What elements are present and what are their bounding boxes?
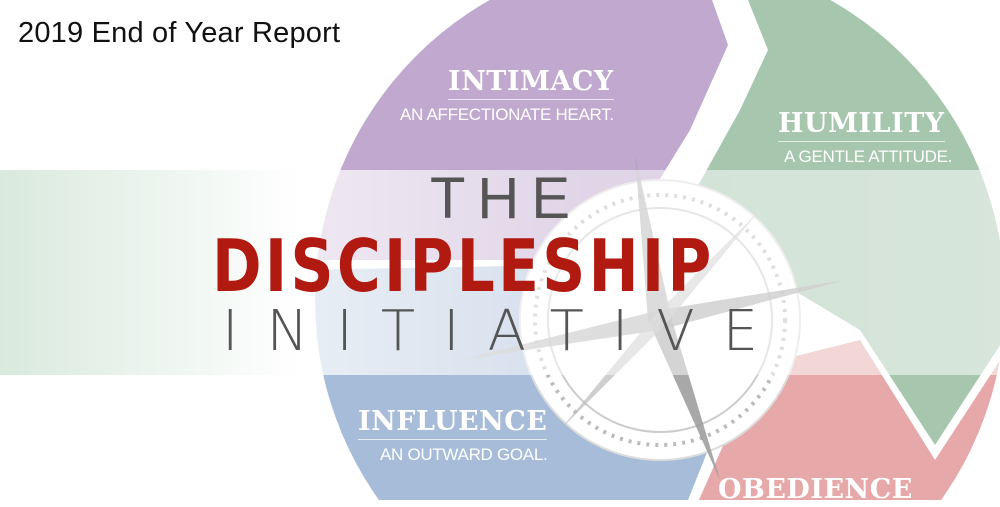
- segment-subtitle-intimacy: AN AFFECTIONATE HEART.: [400, 105, 614, 124]
- segment-title-obedience: OBEDIENCE: [718, 474, 913, 505]
- logo-discipleship: DISCIPLESHIP: [212, 224, 715, 308]
- segment-title-humility: HUMILITY: [778, 110, 945, 142]
- report-title: 2019 End of Year Report: [18, 17, 341, 49]
- segment-subtitle-humility: A GENTLE ATTITUDE.: [784, 147, 953, 166]
- logo-band: [0, 170, 1000, 375]
- logo-the: THE: [430, 166, 582, 231]
- segment-title-intimacy: INTIMACY: [448, 68, 614, 100]
- logo-initiative: INITIATIVE: [222, 299, 787, 364]
- segment-subtitle-influence: AN OUTWARD GOAL.: [380, 445, 548, 464]
- segment-title-influence: INFLUENCE: [358, 408, 548, 440]
